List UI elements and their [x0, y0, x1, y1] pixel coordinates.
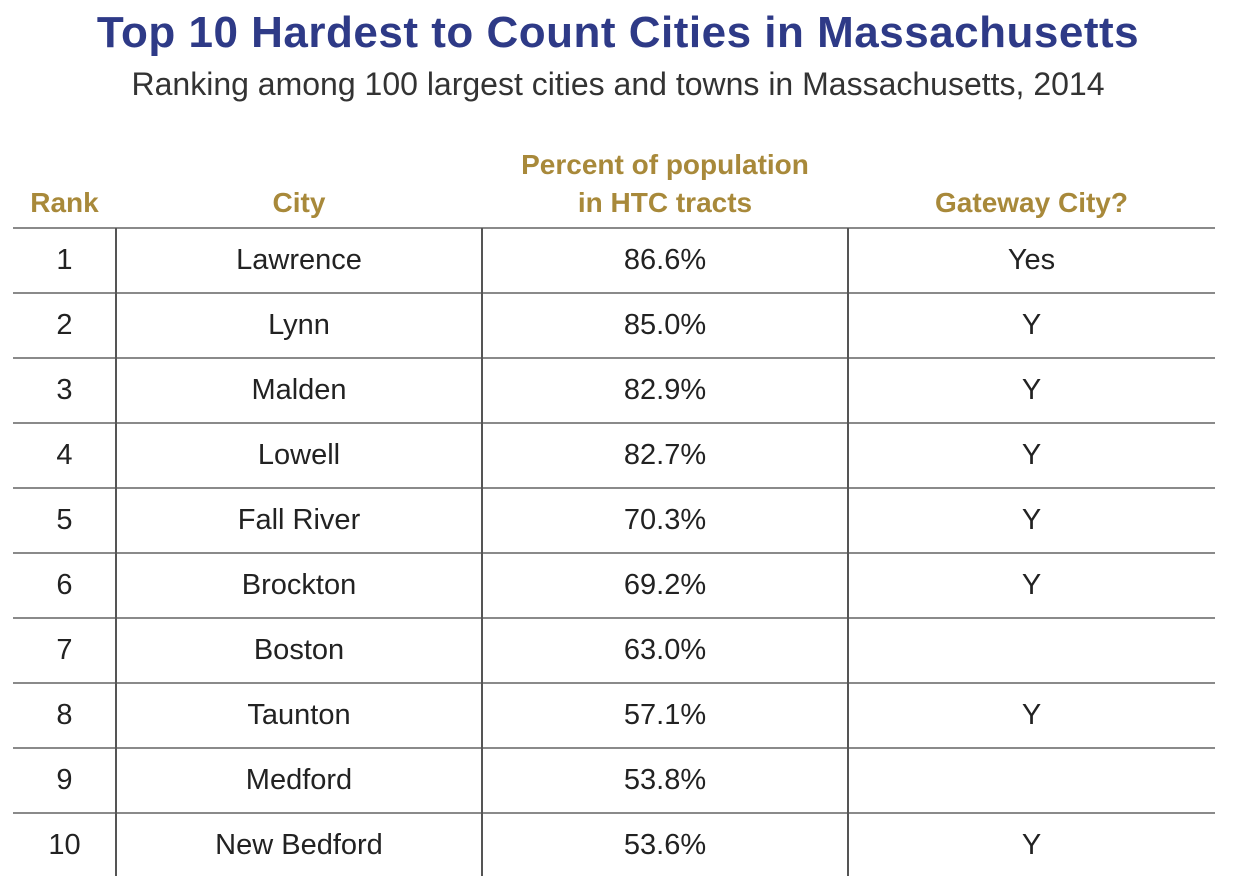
table-cell: 8 [56, 699, 73, 731]
table-cell: Y [1021, 569, 1042, 601]
row-rule [13, 747, 1215, 749]
table-cell: Yes [1007, 244, 1056, 276]
table-cell: Medford [245, 764, 353, 796]
table-cell: 70.3% [623, 504, 707, 536]
table-cell: Y [1021, 309, 1042, 341]
table-cell: 85.0% [623, 309, 707, 341]
table-cell: Y [1021, 699, 1042, 731]
title: Top 10 Hardest to Count Cities in Massac… [96, 8, 1140, 57]
row-rule [13, 682, 1215, 684]
row-rule [13, 292, 1215, 294]
row-rule [13, 357, 1215, 359]
table-cell: 6 [56, 569, 73, 601]
table-cell: 10 [48, 829, 81, 861]
column-header: Gateway City? [935, 187, 1128, 218]
row-rule [13, 617, 1215, 619]
table-cell: Y [1021, 504, 1042, 536]
column-header: Percent of population [521, 149, 809, 180]
table-cell: 9 [56, 764, 73, 796]
table-cell: 69.2% [623, 569, 707, 601]
row-rule [13, 812, 1215, 814]
table-cell: Y [1021, 439, 1042, 471]
table-cell: 1 [56, 244, 73, 276]
column-header: Rank [30, 187, 99, 218]
column-header: in HTC tracts [577, 187, 753, 218]
column-header: City [272, 187, 326, 218]
table-cell: 82.9% [623, 374, 707, 406]
table-cell: 53.8% [623, 764, 707, 796]
table-cell: 3 [56, 374, 73, 406]
table-cell: 53.6% [623, 829, 707, 861]
table-cell: 57.1% [623, 699, 707, 731]
table-cell: 82.7% [623, 439, 707, 471]
column-rule [115, 228, 117, 876]
table-cell: Fall River [237, 504, 361, 536]
table-cell: Brockton [241, 569, 357, 601]
table-cell: Taunton [247, 699, 351, 731]
table-cell: New Bedford [215, 829, 383, 861]
row-rule [13, 422, 1215, 424]
table-cell: Lawrence [236, 244, 362, 276]
table-cell: Y [1021, 374, 1042, 406]
column-rule [481, 228, 483, 876]
table-cell: Boston [253, 634, 345, 666]
subtitle: Ranking among 100 largest cities and tow… [131, 66, 1105, 102]
column-rule [847, 228, 849, 876]
row-rule [13, 487, 1215, 489]
table-cell: Lynn [268, 309, 330, 341]
table-cell: 2 [56, 309, 73, 341]
row-rule [13, 552, 1215, 554]
table-cell: Malden [251, 374, 347, 406]
table-cell: Y [1021, 829, 1042, 861]
table-cell: 86.6% [623, 244, 707, 276]
table-cell: 5 [56, 504, 73, 536]
table-cell: Lowell [257, 439, 341, 471]
table-cell: 7 [56, 634, 73, 666]
header-rule [13, 227, 1215, 229]
table-cell: 4 [56, 439, 73, 471]
table-cell: 63.0% [623, 634, 707, 666]
